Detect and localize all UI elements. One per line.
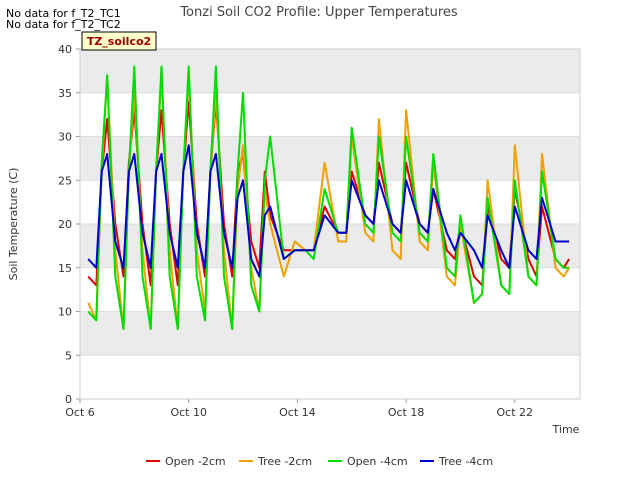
plot-frame xyxy=(79,48,581,400)
y-tick-label: 20 xyxy=(58,218,72,231)
x-tick-label: Oct 18 xyxy=(388,406,425,419)
chart-title: Tonzi Soil CO2 Profile: Upper Temperatur… xyxy=(179,5,458,20)
x-tick-label: Oct 10 xyxy=(170,406,207,419)
x-tick-label: Oct 22 xyxy=(497,406,534,419)
no-data-note-1: No data for f_T2_TC1 xyxy=(6,7,121,20)
y-tick-label: 5 xyxy=(65,349,72,362)
series-line-open-4cm xyxy=(87,65,570,330)
y-tick-label: 25 xyxy=(58,174,72,187)
site-tag-label: TZ_soilco2 xyxy=(87,35,151,48)
legend-label-tree-4cm: Tree -4cm xyxy=(438,455,493,468)
y-tick-label: 30 xyxy=(58,131,72,144)
y-axis-label: Soil Temperature (C) xyxy=(7,168,20,281)
grid-band xyxy=(80,311,580,356)
y-tick-label: 40 xyxy=(58,43,72,56)
x-axis-label: Time xyxy=(552,423,580,436)
y-tick-label: 15 xyxy=(58,262,72,275)
legend-label-open-2cm: Open -2cm xyxy=(165,455,226,468)
x-tick-label: Oct 14 xyxy=(279,406,316,419)
grid-band xyxy=(80,49,580,93)
legend-label-tree-2cm: Tree -2cm xyxy=(257,455,312,468)
site-tag: TZ_soilco2 xyxy=(81,31,157,51)
y-tick-label: 10 xyxy=(58,306,72,319)
no-data-note-2: No data for f_T2_TC2 xyxy=(6,18,121,31)
y-tick-label: 35 xyxy=(58,87,72,100)
legend-label-open-4cm: Open -4cm xyxy=(347,455,408,468)
y-tick-label: 0 xyxy=(65,393,72,406)
site-tag-box xyxy=(81,31,157,51)
x-tick-label: Oct 6 xyxy=(65,406,95,419)
series-line-tree-4cm xyxy=(87,144,570,278)
